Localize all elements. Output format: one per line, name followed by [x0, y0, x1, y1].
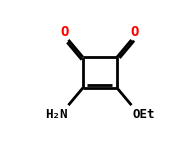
Text: H₂N: H₂N	[45, 108, 67, 121]
Text: O: O	[131, 25, 139, 39]
Text: OEt: OEt	[133, 108, 155, 121]
Text: O: O	[61, 25, 69, 39]
